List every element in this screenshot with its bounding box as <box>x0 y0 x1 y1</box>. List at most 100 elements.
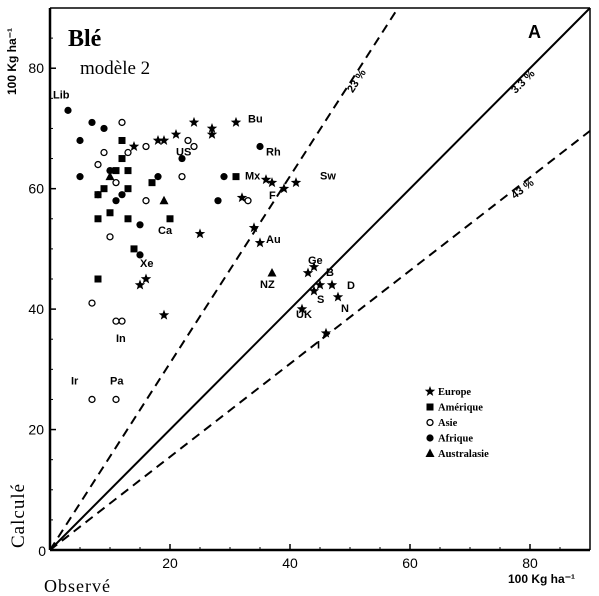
data-point-europe <box>194 228 206 239</box>
x-axis-label: Observé <box>44 576 111 596</box>
data-point-europe <box>158 309 170 320</box>
data-point-europe <box>140 273 152 284</box>
data-point-afrique <box>64 106 72 114</box>
data-point-europe <box>296 303 308 314</box>
panel-label: A <box>528 22 541 42</box>
point-labels: Lib Bu US Rh Mx F Sw Ca Au Xe GeB NZ D S N UK In I Ir Pa <box>53 89 355 387</box>
data-point-afrique <box>178 154 186 163</box>
data-point-europe <box>326 279 338 290</box>
data-point-europe <box>206 128 218 139</box>
y-tick-label: 60 <box>28 181 44 197</box>
data-point-asie <box>94 160 102 169</box>
data-point-europe <box>152 134 164 145</box>
point-label: Sw <box>320 171 336 183</box>
data-point-europe <box>260 174 272 185</box>
data-point-europe <box>308 285 320 296</box>
point-label: In <box>116 333 126 345</box>
data-point-europe <box>236 192 248 203</box>
data-point-amrique <box>106 209 114 217</box>
y-tick-label: 20 <box>28 422 44 438</box>
data-point-europe <box>314 279 326 290</box>
point-label: Au <box>266 234 281 246</box>
data-point-asie <box>112 395 120 404</box>
point-label: I <box>317 339 320 351</box>
data-point-amrique <box>94 275 102 283</box>
chart-subtitle: modèle 2 <box>80 58 150 79</box>
data-point-europe <box>266 177 278 188</box>
y-tick-label: 80 <box>28 60 44 76</box>
data-point-asie <box>112 317 120 325</box>
point-label: B <box>326 267 334 279</box>
data-point-afrique <box>76 136 84 145</box>
y-tick-label: 40 <box>28 301 44 317</box>
point-label: UK <box>296 309 312 321</box>
point-label: Pa <box>110 375 124 387</box>
data-point-afrique <box>220 173 228 181</box>
data-point-amrique <box>118 155 126 163</box>
data-point-asie <box>106 233 114 241</box>
reference-line <box>49 7 591 551</box>
data-point-afrique <box>214 197 222 205</box>
data-point-afrique <box>136 221 144 229</box>
data-point-europe <box>308 261 320 272</box>
data-point-asie <box>190 142 198 151</box>
data-point-australasie <box>267 267 277 277</box>
data-point-europe <box>302 267 314 278</box>
data-point-afrique <box>76 173 84 181</box>
data-point-europe <box>290 177 302 188</box>
data-point-afrique <box>106 167 114 175</box>
data-point-asie <box>88 299 96 307</box>
data-point-afrique <box>256 142 264 151</box>
data-point-europe <box>248 222 260 233</box>
legend-label: Asie <box>438 418 458 429</box>
data-point-afrique <box>154 173 162 181</box>
data-point-australasie <box>105 171 115 181</box>
axis-ticks: 20 40 60 80 20 40 60 80 0 <box>28 37 561 571</box>
data-point-amrique <box>94 215 102 223</box>
legend-marker <box>426 403 434 411</box>
data-point-amrique <box>100 185 108 193</box>
data-point-amrique <box>232 173 240 181</box>
legend-label: Australasie <box>438 449 489 460</box>
data-point-amrique <box>124 185 132 193</box>
x-tick-label: 60 <box>402 555 418 571</box>
data-point-asie <box>112 178 120 187</box>
data-point-asie <box>178 172 186 181</box>
reference-line-label: 23 % <box>345 67 369 95</box>
data-point-europe <box>128 141 140 151</box>
point-label: US <box>176 147 191 159</box>
data-point-europe <box>188 116 200 127</box>
legend-marker <box>426 434 434 442</box>
legend-label: Amérique <box>438 403 483 414</box>
point-label: Rh <box>266 147 281 159</box>
data-point-afrique <box>112 197 120 205</box>
data-point-afrique <box>88 118 96 127</box>
data-point-europe <box>170 128 182 139</box>
y-axis-label: Calculé <box>8 483 29 548</box>
x-tick-label: 20 <box>162 555 178 571</box>
data-points <box>64 106 344 404</box>
data-point-afrique <box>136 251 144 259</box>
point-label: NZ <box>260 279 275 291</box>
data-point-europe <box>254 237 266 248</box>
data-point-asie <box>124 148 132 157</box>
data-point-amrique <box>124 215 132 223</box>
reference-line-label: 3.3 % <box>509 68 538 97</box>
data-point-asie <box>142 197 150 205</box>
data-point-asie <box>244 197 252 205</box>
legend: Europe Amérique Asie Afrique Australasie <box>424 386 489 460</box>
data-point-amrique <box>148 179 156 187</box>
data-point-europe <box>158 134 170 145</box>
data-point-europe <box>278 183 290 194</box>
point-label: Bu <box>248 113 263 125</box>
data-point-afrique <box>94 191 102 199</box>
data-point-afrique <box>100 124 108 133</box>
data-point-europe <box>230 116 242 127</box>
x-tick-label: 40 <box>282 555 298 571</box>
data-point-amrique <box>130 245 138 253</box>
chart-title: Blé <box>68 26 102 52</box>
point-label: Lib <box>53 89 70 101</box>
point-label: Mx <box>245 171 261 183</box>
point-label: N <box>341 303 349 315</box>
